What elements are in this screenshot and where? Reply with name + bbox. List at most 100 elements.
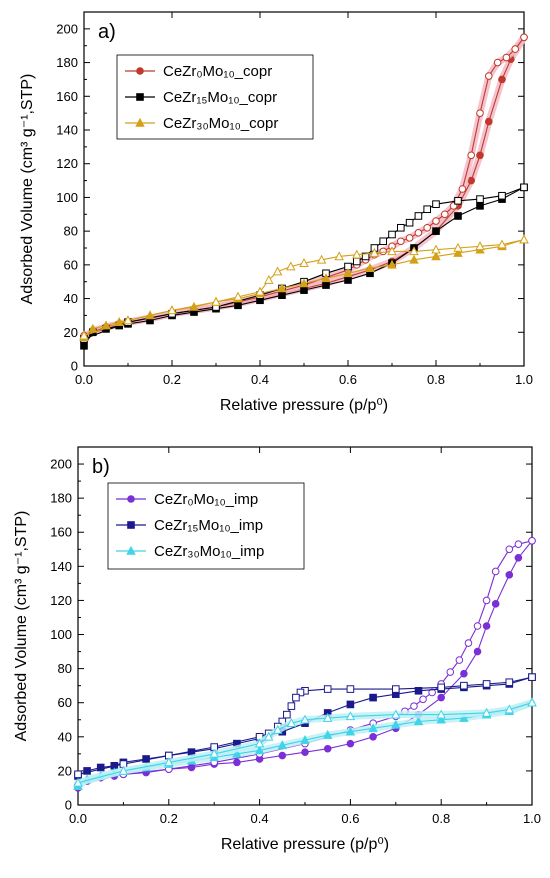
series-2: [79, 234, 529, 342]
y-tick-label: 40: [64, 291, 78, 306]
series-2: [73, 697, 537, 791]
y-tick-label: 80: [64, 224, 78, 239]
legend-marker: [126, 545, 136, 555]
desorption-point: [473, 622, 482, 630]
adsorption-point: [431, 251, 441, 261]
legend-marker: [127, 521, 135, 529]
legend-label: CeZr₃₀Mo₁₀_imp: [154, 543, 264, 560]
x-tick-label: 1.0: [523, 811, 541, 826]
desorption-point: [392, 685, 400, 693]
desorption-point: [432, 217, 440, 225]
series-1: [74, 673, 536, 780]
adsorption-point: [436, 714, 446, 724]
x-axis-title: Relative pressure (p/p⁰): [221, 836, 389, 853]
desorption-point: [211, 296, 221, 306]
desorption-point: [352, 249, 362, 259]
adsorption-point: [369, 733, 377, 741]
desorption-point: [361, 252, 370, 261]
adsorption-point: [391, 719, 401, 729]
y-tick-label: 0: [65, 798, 72, 813]
desorption-point: [283, 710, 291, 719]
adsorption-point: [498, 75, 506, 84]
panel-label: a): [98, 21, 116, 43]
desorption-point: [504, 704, 515, 714]
adsorption-point: [299, 278, 309, 288]
desorption-point: [322, 712, 333, 722]
adsorption-point: [432, 227, 440, 235]
desorption-point: [454, 197, 462, 205]
desorption-point: [520, 33, 528, 42]
x-tick-label: 0.4: [251, 372, 269, 387]
x-tick-label: 0.6: [339, 372, 357, 387]
desorption-point: [397, 223, 405, 232]
adsorption-point: [344, 276, 352, 284]
legend-box: [107, 482, 305, 570]
desorption-point: [379, 237, 387, 246]
desorption-point: [514, 540, 523, 548]
desorption-point: [446, 668, 455, 676]
desorption-point: [346, 685, 355, 693]
desorption-point: [414, 229, 423, 237]
desorption-point: [460, 681, 468, 690]
adsorption-point: [365, 263, 375, 273]
desorption-point: [287, 702, 296, 710]
desorption-point: [482, 680, 491, 688]
adsorption-point: [437, 693, 446, 702]
y-tick-label: 40: [58, 729, 72, 744]
desorption-point: [316, 254, 327, 264]
y-tick-label: 140: [56, 123, 78, 138]
desorption-point: [273, 724, 283, 734]
y-axis-title: Adsorbed Volume (cm³ g⁻¹,STP): [19, 74, 36, 305]
y-tick-label: 180: [56, 55, 78, 70]
y-tick-label: 80: [58, 661, 72, 676]
y-tick-label: 160: [56, 89, 78, 104]
y-tick-label: 20: [58, 763, 72, 778]
desorption-line: [77, 540, 533, 786]
legend-marker: [136, 67, 144, 75]
desorption-point: [498, 191, 506, 200]
desorption-point: [528, 536, 536, 545]
desorption-point: [73, 777, 83, 787]
adsorption-point: [80, 341, 88, 350]
y-tick-label: 200: [50, 457, 72, 472]
desorption-point: [505, 545, 514, 554]
desorption-point: [528, 673, 536, 681]
adsorption-point: [323, 744, 332, 753]
desorption-point: [481, 707, 492, 717]
adsorption-point: [346, 700, 355, 709]
desorption-point: [423, 223, 432, 232]
desorption-point: [419, 695, 427, 704]
desorption-point: [423, 205, 431, 214]
panel-label: b): [92, 456, 110, 478]
adsorption-point: [454, 212, 462, 220]
desorption-point: [502, 53, 511, 62]
y-tick-label: 200: [56, 21, 78, 36]
desorption-point: [431, 244, 441, 254]
y-tick-label: 100: [50, 627, 72, 642]
desorption-point: [505, 678, 514, 687]
adsorption-point: [482, 622, 491, 630]
desorption-point: [369, 247, 380, 257]
adsorption-point: [369, 693, 377, 702]
desorption-point: [475, 241, 485, 251]
adsorption-point: [321, 273, 331, 283]
adsorption-point: [387, 259, 397, 269]
adsorption-point: [459, 712, 469, 722]
desorption-point: [432, 200, 440, 208]
y-tick-label: 160: [50, 525, 72, 540]
desorption-point: [300, 714, 310, 724]
adsorption-point: [278, 291, 286, 299]
x-axis-title: Relative pressure (p/p⁰): [220, 397, 388, 414]
adsorption-point: [114, 316, 124, 326]
adsorption-point: [322, 281, 330, 289]
y-tick-label: 140: [50, 559, 72, 574]
desorption-point: [437, 683, 445, 692]
desorption-point: [414, 212, 423, 220]
desorption-point: [410, 702, 418, 710]
desorption-point: [233, 291, 243, 301]
adsorption-point: [322, 729, 333, 739]
desorption-point: [436, 709, 446, 719]
x-tick-label: 0.6: [341, 811, 359, 826]
y-tick-label: 0: [71, 359, 78, 374]
